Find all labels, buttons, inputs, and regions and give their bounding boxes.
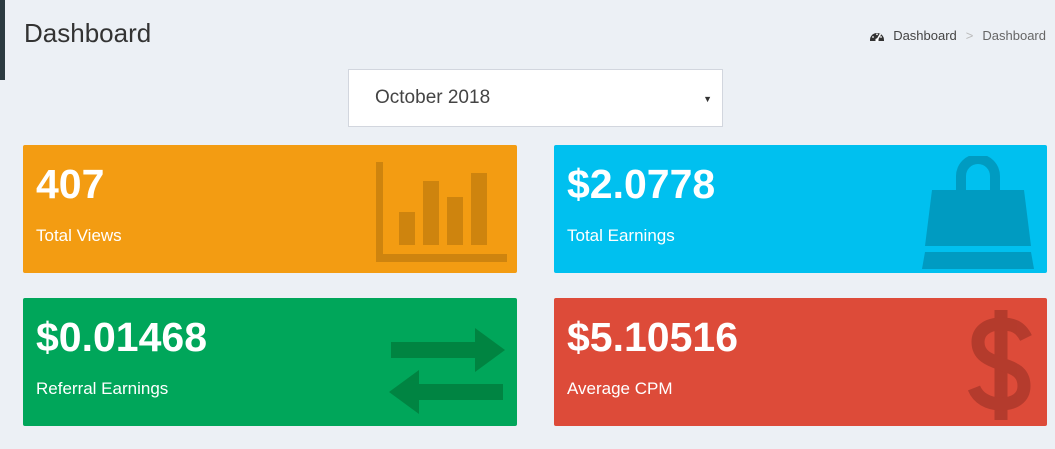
total-earnings-value: $2.0778: [567, 161, 716, 207]
referral-earnings-value: $0.01468: [36, 314, 208, 360]
shopping-bag-icon: [920, 154, 1036, 273]
breadcrumb-home-link[interactable]: Dashboard: [893, 28, 957, 43]
referral-earnings-box: $0.01468 Referral Earnings: [23, 298, 517, 426]
breadcrumb-current: Dashboard: [982, 28, 1046, 43]
chevron-down-icon: ▼: [703, 94, 712, 104]
breadcrumb-separator: >: [965, 28, 974, 43]
dollar-icon: [967, 308, 1034, 426]
dashboard-gauge-icon: [869, 29, 885, 42]
total-views-value: 407: [36, 161, 105, 207]
sidebar-edge: [0, 0, 5, 80]
total-views-label: Total Views: [36, 226, 122, 245]
bar-chart-icon: [375, 162, 507, 267]
month-select-value: October 2018: [375, 87, 491, 108]
total-earnings-label: Total Earnings: [567, 226, 675, 245]
exchange-arrows-icon: [389, 328, 505, 419]
breadcrumb: Dashboard > Dashboard: [869, 28, 1046, 43]
average-cpm-box: $5.10516 Average CPM: [554, 298, 1047, 426]
average-cpm-label: Average CPM: [567, 379, 673, 398]
page-title: Dashboard: [24, 18, 152, 48]
referral-earnings-label: Referral Earnings: [36, 379, 169, 398]
average-cpm-value: $5.10516: [567, 314, 739, 360]
total-earnings-box: $2.0778 Total Earnings: [554, 145, 1047, 273]
month-select[interactable]: October 2018 ▼: [348, 69, 723, 127]
total-views-box: 407 Total Views: [23, 145, 517, 273]
